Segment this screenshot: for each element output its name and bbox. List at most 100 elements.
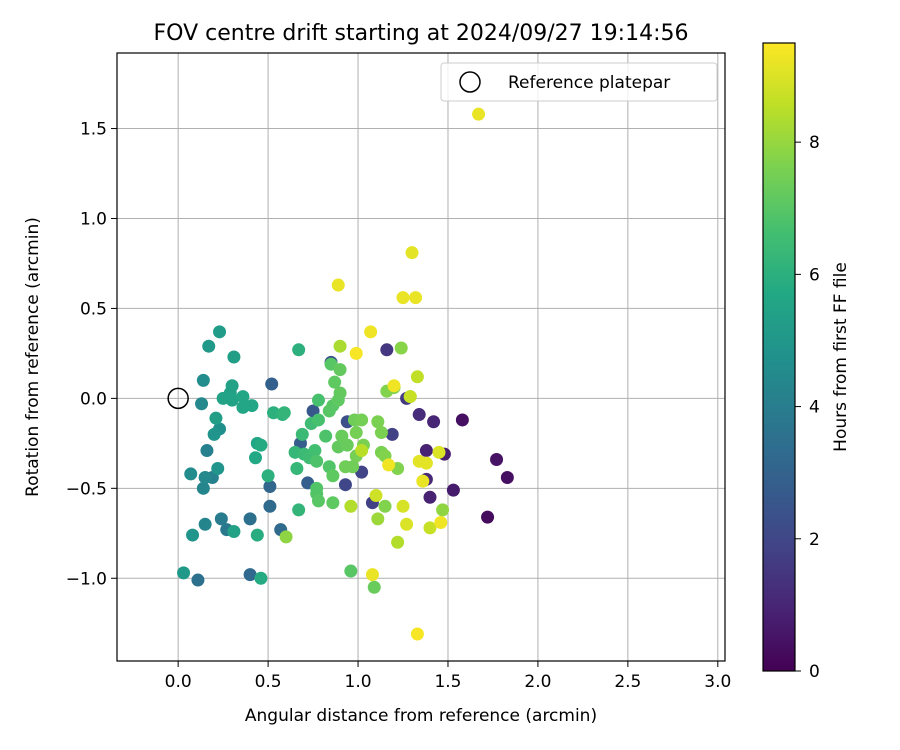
plot-frame [116, 52, 726, 662]
y-tick-label: 0.5 [80, 299, 107, 319]
data-point [236, 390, 250, 404]
data-point [472, 107, 486, 121]
data-point [213, 325, 227, 339]
data-point [385, 427, 399, 441]
colorbar-tick-label: 2 [809, 530, 820, 550]
data-point [186, 528, 200, 542]
data-point [382, 458, 396, 472]
data-point [403, 390, 417, 404]
y-tick-label: −0.5 [66, 479, 107, 499]
data-point [265, 377, 279, 391]
data-point [263, 499, 277, 513]
data-point [200, 444, 214, 458]
x-tick-label: 2.0 [524, 672, 551, 692]
data-point [387, 379, 401, 393]
data-point [196, 373, 210, 387]
data-point [333, 339, 347, 353]
data-point [331, 278, 345, 292]
data-point [423, 490, 437, 504]
data-point [243, 512, 257, 526]
colorbar-ticks: 0 2 4 6 8 [795, 133, 820, 682]
grid-lines [117, 53, 725, 661]
data-point [374, 426, 388, 440]
data-point [254, 571, 268, 585]
data-point [311, 494, 325, 508]
colorbar-tick-label: 4 [809, 398, 820, 418]
data-point [369, 489, 383, 503]
data-point [432, 445, 446, 459]
data-point [346, 460, 360, 474]
data-point [292, 343, 306, 357]
data-point [396, 499, 410, 513]
data-point [319, 429, 333, 443]
data-point [349, 346, 363, 360]
data-point [423, 521, 437, 535]
legend-label: Reference platepar [508, 73, 670, 93]
data-point [349, 426, 363, 440]
data-point [436, 503, 450, 517]
colorbar-tick-label: 8 [809, 133, 820, 153]
colorbar-gradient [762, 42, 796, 672]
data-point [295, 427, 309, 441]
data-point [196, 481, 210, 495]
data-point [333, 363, 347, 377]
x-axis-label: Angular distance from reference (arcmin) [245, 706, 597, 726]
data-point [211, 462, 225, 476]
data-point [344, 499, 358, 513]
data-points [177, 107, 514, 641]
x-tick-label: 0.0 [165, 672, 192, 692]
data-point [396, 291, 410, 305]
chart-title: FOV centre drift starting at 2024/09/27 … [154, 21, 689, 46]
data-point [279, 530, 293, 544]
y-axis-ticks: −1.0 −0.5 0.0 0.5 1.0 1.5 [66, 120, 117, 589]
data-point [365, 568, 379, 582]
data-point [214, 512, 228, 526]
data-point [344, 564, 358, 578]
x-tick-label: 1.0 [345, 672, 372, 692]
data-point [412, 454, 426, 468]
data-point [355, 444, 369, 458]
data-point [326, 469, 340, 483]
data-point [400, 517, 414, 531]
data-point [410, 627, 424, 641]
data-point [198, 517, 212, 531]
data-point [333, 386, 347, 400]
data-point [227, 524, 241, 538]
x-axis-ticks: 0.0 0.5 1.0 1.5 2.0 2.5 3.0 [165, 661, 731, 692]
data-point [177, 566, 191, 580]
data-point [419, 444, 433, 458]
data-point [310, 454, 324, 468]
data-point [410, 370, 424, 384]
data-point [254, 438, 268, 452]
data-point [250, 528, 264, 542]
data-point [500, 471, 514, 485]
data-point [261, 469, 275, 483]
y-tick-label: 0.0 [80, 389, 107, 409]
data-point [340, 438, 354, 452]
data-point [249, 451, 263, 465]
data-point [195, 397, 209, 411]
data-point [371, 415, 385, 429]
data-point [416, 474, 430, 488]
data-point [207, 427, 221, 441]
data-point [490, 453, 504, 467]
reference-marker [167, 387, 189, 410]
data-point [311, 413, 325, 427]
y-tick-label: −1.0 [66, 569, 107, 589]
data-point [326, 496, 340, 510]
y-axis-label: Rotation from reference (arcmin) [23, 217, 43, 497]
data-point [245, 399, 259, 413]
data-point [308, 444, 322, 458]
data-point [227, 350, 241, 364]
data-point [198, 471, 212, 485]
data-point [446, 483, 460, 497]
data-point [434, 515, 448, 529]
data-point [292, 503, 306, 517]
x-tick-label: 1.5 [434, 672, 461, 692]
colorbar: 0 2 4 6 8 Hours from first FF file [762, 42, 851, 682]
data-point [338, 478, 352, 492]
colorbar-tick-label: 0 [809, 662, 820, 682]
y-tick-label: 1.5 [80, 120, 107, 140]
legend-marker [459, 71, 481, 93]
